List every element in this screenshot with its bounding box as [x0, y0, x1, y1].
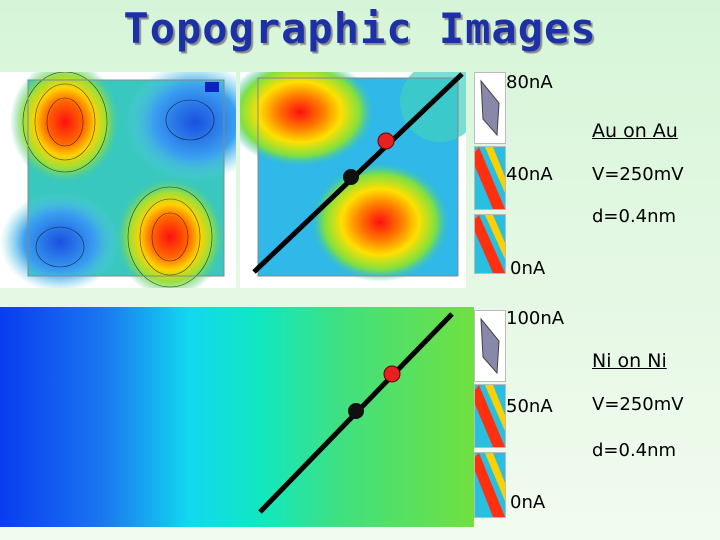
top-scale-mid: 40nA: [506, 164, 553, 185]
bottom-black-marker: [348, 403, 364, 419]
top-thumb-surface: [474, 72, 506, 144]
top-scale-min: 0nA: [510, 258, 546, 279]
bottom-thumb-stripes-2: [471, 452, 506, 518]
top-red-marker: [377, 132, 395, 150]
bottom-scale-mid: 50nA: [506, 396, 553, 417]
bottom-distance: d=0.4nm: [592, 440, 677, 461]
bottom-red-marker: [383, 365, 401, 383]
bottom-system-label: Ni on Ni: [592, 350, 667, 372]
top-contour-map: [0, 60, 265, 297]
bottom-scale-min: 0nA: [510, 492, 546, 513]
top-scale-max: 80nA: [506, 72, 553, 93]
top-voltage: V=250mV: [592, 164, 684, 185]
top-distance: d=0.4nm: [592, 206, 677, 227]
bottom-scale-max: 100nA: [506, 308, 565, 329]
top-black-marker: [343, 169, 359, 185]
bottom-thumb-stripes-1: [471, 384, 506, 448]
top-scan-line: [252, 72, 464, 274]
bottom-voltage: V=250mV: [592, 394, 684, 415]
page-title: Topographic Images: [123, 4, 597, 53]
bottom-topography-map: [0, 307, 474, 527]
top-thumb-stripes-2: [471, 214, 506, 274]
top-system-label: Au on Au: [592, 120, 678, 142]
top-thumb-stripes-1: [471, 146, 506, 210]
bottom-thumb-surface: [474, 310, 506, 382]
